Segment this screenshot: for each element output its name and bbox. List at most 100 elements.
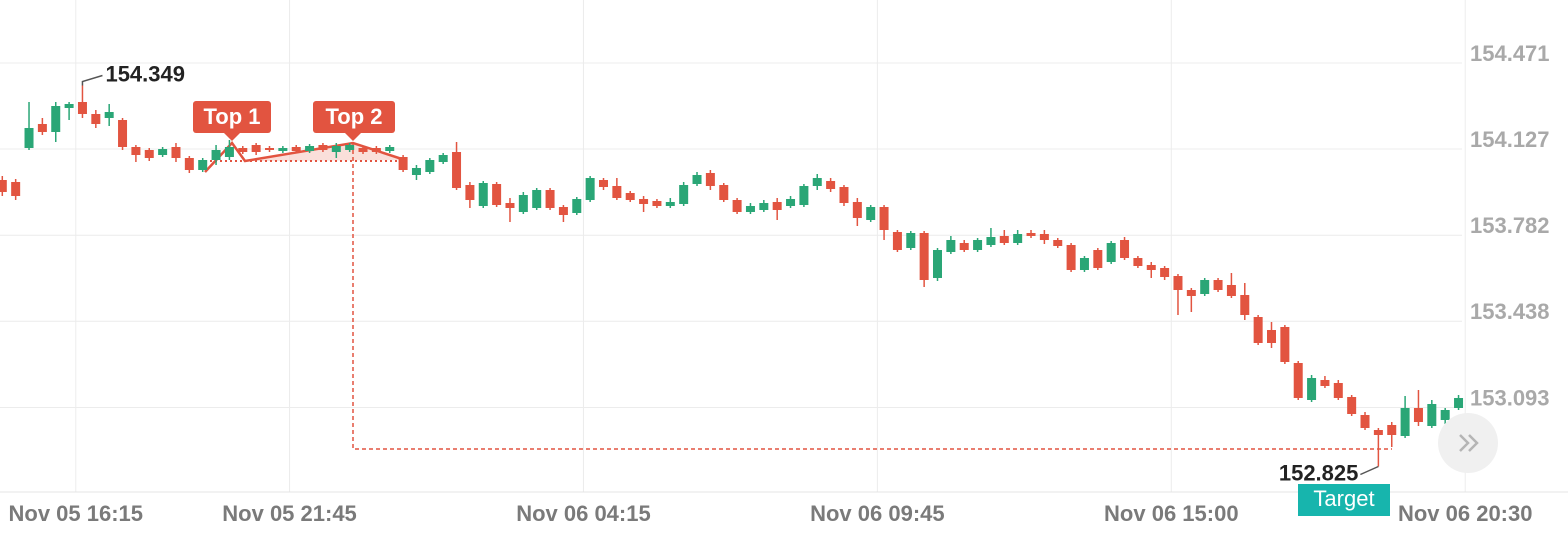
candle-body (198, 160, 208, 170)
candle-body (599, 180, 608, 187)
candle-body (452, 152, 462, 188)
candle-body (973, 240, 983, 250)
candle-body (184, 158, 194, 170)
scroll-button[interactable] (1438, 413, 1498, 473)
top2-pointer (345, 133, 361, 141)
candle-body (24, 128, 34, 148)
candle-body (1200, 280, 1210, 294)
candle-body (411, 168, 421, 175)
target-line (352, 143, 1392, 450)
candle-body (1387, 425, 1397, 435)
candle-body (1066, 245, 1076, 270)
candle-body (345, 145, 355, 150)
candle-body (625, 193, 635, 200)
target-box (1298, 484, 1390, 516)
candle-body (1013, 234, 1023, 243)
candle-body (158, 149, 168, 155)
candle-body (1320, 380, 1330, 386)
candle-body (1093, 250, 1103, 268)
y-tick-label: 153.093 (1470, 385, 1550, 410)
candle-body (37, 124, 47, 132)
candle-body (91, 114, 101, 124)
candle-body (1440, 410, 1450, 420)
candle-body (852, 202, 862, 218)
candle-body (612, 186, 622, 198)
candle-body (144, 150, 154, 158)
candle-body (331, 146, 341, 152)
candle-body (799, 186, 809, 205)
x-tick-label: Nov 06 04:15 (516, 501, 651, 526)
candle-body (786, 199, 796, 206)
candle-body (1413, 408, 1423, 422)
candle-body (1240, 295, 1250, 315)
candle-body (371, 148, 381, 152)
candle-body (1146, 265, 1156, 270)
x-tick-label: Nov 06 15:00 (1104, 501, 1239, 526)
candle-body (1280, 327, 1290, 362)
candle-body (879, 207, 889, 230)
candle-body (585, 178, 595, 200)
candle-body (999, 236, 1009, 243)
candle-body (705, 173, 715, 186)
candle-body (305, 146, 315, 151)
candle-body (946, 240, 956, 252)
candle-body (1186, 290, 1196, 296)
candle-body (772, 202, 782, 210)
candle-body (478, 183, 488, 206)
candle-body (1173, 276, 1183, 290)
candle-body (385, 147, 395, 151)
candle-body (745, 206, 755, 212)
candle-body (1213, 280, 1223, 290)
top1-pointer (224, 133, 240, 141)
top1-box (193, 101, 271, 133)
target-label: Target (1313, 486, 1374, 511)
candle-body (1053, 240, 1063, 246)
candle-body (545, 190, 555, 208)
candle-body (639, 199, 649, 204)
candle-body (1427, 404, 1437, 426)
candle-body (1160, 268, 1170, 277)
candle-body (251, 145, 261, 152)
low-leader (1360, 465, 1379, 476)
candle-body (1373, 430, 1383, 435)
high-label: 154.349 (105, 61, 185, 86)
y-tick-label: 154.471 (1470, 41, 1550, 66)
candle-body (211, 150, 221, 160)
candle-body (665, 202, 675, 206)
candle-body (1106, 243, 1116, 262)
candle-body (1454, 398, 1464, 408)
candle-body (0, 180, 7, 192)
candle-body (1226, 285, 1236, 296)
candle-body (51, 106, 61, 132)
candle-body (291, 147, 301, 151)
candle-body (1039, 234, 1049, 240)
candle-body (438, 155, 448, 162)
candle-body (959, 243, 969, 250)
candle-body (732, 200, 742, 212)
top1-label: Top 1 (203, 104, 260, 129)
candle-body (518, 195, 528, 212)
candle-body (1347, 397, 1357, 414)
candle-body (358, 148, 368, 152)
candle-body (104, 112, 114, 118)
candle-body (77, 102, 87, 114)
x-tick-label: Nov 06 09:45 (810, 501, 945, 526)
candle-body (398, 157, 408, 170)
candle-body (1253, 317, 1263, 343)
candle-body (1120, 240, 1130, 258)
candle-body (171, 147, 181, 158)
candle-body (64, 104, 74, 108)
y-tick-label: 154.127 (1470, 127, 1550, 152)
double-top-pattern: Top 1 Top 2 Target (193, 101, 1392, 516)
candle-body (1293, 363, 1303, 398)
candle-body (652, 201, 662, 206)
high-leader (81, 74, 103, 86)
candle-body (759, 203, 769, 210)
candle-body (812, 178, 822, 186)
candle-body (1267, 330, 1276, 343)
candle-body (238, 148, 248, 152)
candle-body (692, 175, 702, 184)
scroll-icon (1459, 434, 1479, 452)
candle-body (906, 233, 916, 248)
x-tick-label: Nov 05 16:15 (9, 501, 144, 526)
